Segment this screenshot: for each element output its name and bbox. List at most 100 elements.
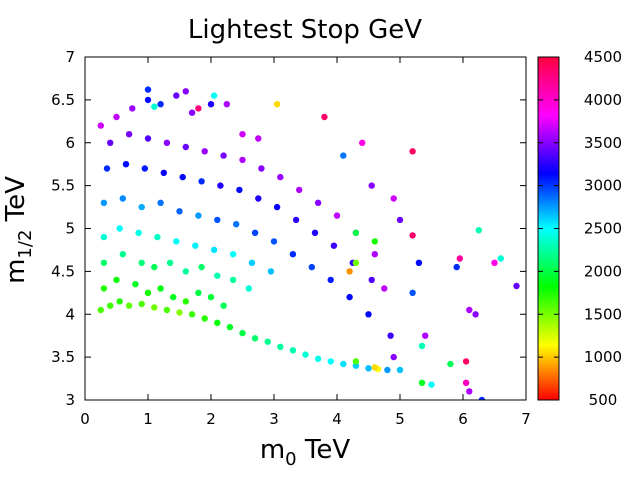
data-point: [210, 92, 218, 99]
data-point: [144, 96, 152, 104]
data-point: [176, 309, 183, 316]
data-point: [214, 272, 221, 279]
plot-frame: [84, 56, 527, 401]
data-point: [239, 156, 246, 164]
data-point: [352, 229, 360, 236]
data-point: [138, 203, 145, 211]
data-point: [258, 165, 265, 172]
data-point: [179, 173, 186, 181]
data-point: [173, 238, 180, 245]
data-point: [144, 135, 152, 142]
data-point: [472, 311, 479, 318]
colorbar-tick-label: 4500: [584, 48, 622, 66]
data-point: [129, 105, 136, 112]
x-tick-label: 0: [80, 410, 90, 428]
colorbar-tick-label: 2000: [584, 262, 622, 280]
y-axis-ticks: 3 3.5 4 4.5 5 5.5 6 6.5 7: [51, 48, 526, 409]
chart-title: Lightest Stop GeV: [188, 15, 422, 45]
data-point: [135, 229, 142, 236]
x-axis-label-unit: TeV: [297, 435, 351, 465]
data-point: [264, 338, 271, 345]
data-point: [229, 276, 237, 284]
data-point: [255, 135, 262, 142]
data-point: [371, 251, 378, 258]
data-point: [418, 379, 426, 386]
data-point: [207, 293, 215, 301]
y-tick-label: 6.5: [51, 91, 75, 109]
data-point: [141, 165, 148, 172]
data-point: [387, 332, 394, 339]
data-point: [157, 285, 164, 292]
data-point: [144, 86, 152, 93]
y-axis-label-sub: 1/2: [15, 230, 36, 259]
data-point: [223, 101, 230, 108]
x-axis-label-sub: 0: [285, 449, 296, 470]
y-tick-label: 5: [65, 220, 75, 238]
data-point: [409, 232, 416, 239]
data-point: [151, 304, 158, 311]
data-point: [198, 178, 205, 185]
x-tick-label: 7: [521, 410, 531, 428]
data-point: [466, 306, 473, 314]
data-point: [289, 251, 297, 258]
y-tick-label: 5.5: [51, 177, 75, 195]
x-axis-ticks: 0 1 2 3 4 5 6 7: [80, 57, 531, 428]
data-point: [368, 182, 375, 189]
data-point: [100, 285, 108, 292]
data-point: [132, 281, 139, 288]
data-point: [188, 311, 196, 318]
data-point: [314, 199, 322, 206]
data-point: [456, 255, 463, 262]
data-point: [160, 169, 167, 176]
data-point: [116, 225, 123, 232]
y-tick-label: 4.5: [51, 262, 75, 280]
data-point: [236, 186, 243, 194]
data-point: [248, 259, 256, 266]
data-point: [277, 343, 284, 350]
colorbar-tick-label: 4000: [584, 91, 622, 109]
data-point: [107, 302, 114, 309]
y-tick-label: 3: [65, 391, 75, 409]
data-point: [352, 259, 360, 266]
data-point: [154, 233, 161, 241]
data-point: [195, 289, 202, 296]
data-point: [233, 221, 240, 228]
data-point: [103, 165, 111, 172]
data-point: [475, 227, 482, 234]
data-point: [182, 88, 189, 95]
data-point: [192, 242, 199, 249]
data-point: [226, 323, 234, 331]
data-point: [381, 285, 388, 292]
data-point: [214, 319, 221, 326]
data-point: [478, 396, 486, 400]
data-point: [100, 233, 108, 241]
data-point: [201, 148, 208, 155]
data-point: [125, 302, 133, 309]
data-point: [157, 199, 164, 206]
data-point: [314, 355, 322, 362]
data-point: [513, 282, 520, 290]
data-point: [390, 195, 397, 202]
x-axis-label-main: m: [260, 435, 285, 465]
data-point: [122, 161, 130, 168]
data-point: [368, 276, 375, 284]
data-point: [97, 122, 105, 129]
y-axis-label-main: m: [1, 259, 31, 284]
data-point: [188, 109, 196, 116]
data-point: [447, 360, 454, 368]
x-axis-label: m0 TeV: [260, 435, 351, 470]
data-point: [195, 105, 202, 112]
data-point: [144, 289, 152, 296]
data-point: [138, 259, 145, 266]
data-point: [359, 139, 366, 146]
data-point: [371, 364, 378, 371]
data-point: [321, 113, 328, 121]
colorbar-tick-label: 3000: [584, 177, 622, 195]
data-point: [217, 182, 224, 189]
x-tick-label: 5: [395, 410, 405, 428]
data-point: [327, 276, 334, 284]
y-tick-label: 7: [65, 48, 75, 66]
data-point: [210, 246, 218, 254]
data-point: [198, 263, 205, 271]
